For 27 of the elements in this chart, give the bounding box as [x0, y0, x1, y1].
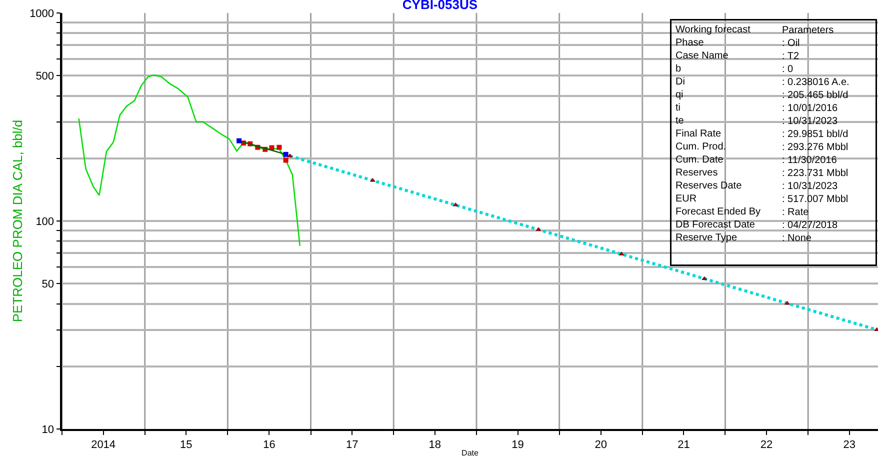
- line-series: [78, 74, 301, 246]
- x-tick-label: 22: [760, 438, 773, 451]
- point: [283, 152, 288, 157]
- x-tick-label: 20: [594, 438, 607, 451]
- y-tick-label: 100: [36, 216, 54, 228]
- chart-title: CYBI-053US: [402, 0, 478, 12]
- y-axis-title: PETROLEO PROM DIA CAL, bbl/d: [10, 120, 26, 322]
- x-tick-label: 16: [263, 438, 276, 451]
- text: Working forecast Phase Case Name b Di qi ti te Final Rate Cum. Prod. Cum. Date Reserves Reserves Date EUR Forecast Ended By DB Forecast Date Reserve Type: [676, 24, 761, 244]
- y-tick-label: 10: [42, 424, 54, 436]
- text: Parameters : Oil : T2 : 0 : 0.238016 A.e. : 205.465 bbl/d : 10/01/2016 : 10/31/2023 : 29.9851 bbl/d : 293.276 Mbbl : 11/30/2016 : 223.731 Mbbl : 10/31/2023 : 517.007 Mbbl : Rate : 04/27/2018 : None: [782, 25, 850, 244]
- x-tick-label: 17: [346, 438, 358, 451]
- y-tick-label: 1000: [30, 8, 54, 20]
- x-tick-label: 23: [843, 438, 856, 451]
- x-tick-label: 2014: [91, 438, 116, 451]
- point: [276, 144, 282, 150]
- y-tick-label: 50: [42, 278, 54, 290]
- x-axis-title: Date: [462, 448, 479, 458]
- point: [287, 153, 293, 158]
- x-tick-label: 15: [180, 438, 192, 451]
- x-tick-label: 19: [512, 438, 524, 451]
- point: [236, 138, 242, 144]
- x-tick-label: 18: [428, 438, 442, 451]
- point: [283, 158, 288, 163]
- x-tick-label: 21: [678, 438, 690, 451]
- y-tick-label: 500: [36, 70, 54, 82]
- point: [874, 327, 878, 332]
